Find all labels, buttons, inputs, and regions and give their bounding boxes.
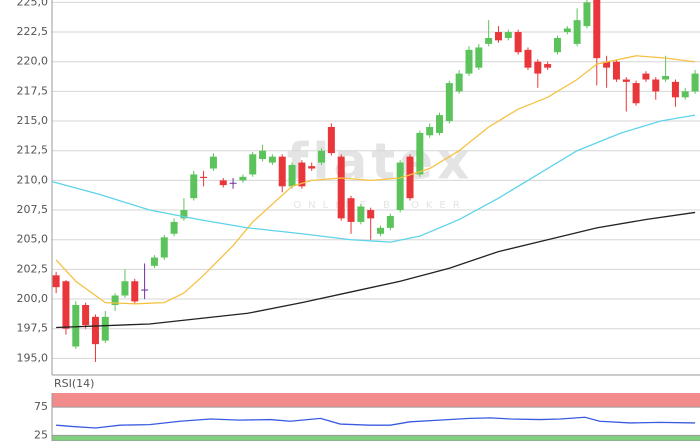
candle-body (681, 91, 689, 98)
candle-body (308, 166, 316, 169)
candle-body (426, 126, 434, 136)
candle-body (436, 115, 444, 133)
y-tick-label: 25 (34, 428, 48, 441)
candle-body (642, 73, 650, 80)
candle-body (583, 2, 591, 27)
band (52, 435, 700, 441)
y-tick-label: 225,0 (17, 0, 49, 8)
moving-average (56, 211, 696, 329)
candle-body (573, 20, 581, 44)
candle-body (632, 83, 640, 104)
candle-body (150, 257, 158, 266)
candle-body (357, 206, 365, 222)
candle-body (662, 75, 670, 80)
candle-body (553, 37, 561, 53)
candle-body (337, 156, 345, 219)
candle-body (219, 180, 227, 186)
moving-average (55, 55, 696, 305)
candle-body (72, 304, 80, 347)
candle-body (406, 156, 414, 199)
candle-body (101, 316, 109, 341)
y-tick-label: 217,5 (17, 84, 49, 97)
candle-body (160, 237, 168, 258)
candle-body (82, 304, 90, 326)
candle-body (268, 156, 276, 163)
y-tick-label: 195,0 (17, 351, 49, 364)
candle-body (396, 162, 404, 211)
candle-body (278, 156, 286, 187)
watermark: flatex (287, 133, 474, 191)
y-tick-label: 202,5 (17, 262, 49, 275)
candle-body (622, 79, 630, 82)
y-tick-label: 205,0 (17, 233, 49, 246)
candle-body (91, 316, 99, 345)
y-tick-label: 215,0 (17, 114, 49, 127)
candle-body (180, 210, 188, 219)
y-tick-label: 207,5 (17, 203, 49, 216)
candle-body (209, 156, 217, 169)
candle-body (465, 49, 473, 74)
candle-body (131, 281, 139, 302)
candle-body (200, 176, 208, 179)
candle-body (347, 198, 355, 222)
candle-body (288, 164, 296, 187)
candle-body (603, 61, 611, 68)
y-tick-label: 75 (34, 400, 48, 413)
candle-body (327, 126, 335, 154)
candle-body (524, 49, 532, 68)
candle-body (141, 289, 149, 291)
candle-body (652, 79, 660, 92)
y-tick-label: 210,0 (17, 173, 49, 186)
rsi-line (56, 416, 696, 429)
moving-average (52, 114, 696, 243)
candle-body (229, 182, 237, 184)
candle-body (416, 132, 424, 175)
rsi-title: RSI(14) (54, 377, 94, 390)
candle-body (121, 281, 129, 296)
y-tick-label: 222,5 (17, 25, 49, 38)
candle-body (318, 150, 326, 163)
candle-body (445, 83, 453, 122)
candle-body (455, 73, 463, 92)
candle-body (563, 28, 571, 33)
candle-body (504, 32, 512, 38)
candle-body (475, 47, 483, 68)
candle-body (367, 210, 375, 219)
candle-body (514, 32, 522, 53)
candle-body (386, 215, 394, 228)
candle-body (494, 32, 502, 41)
candle-body (52, 275, 60, 288)
candle-body (612, 61, 620, 80)
band (52, 393, 700, 408)
y-tick-label: 220,0 (17, 55, 49, 68)
candle-body (190, 174, 198, 199)
candle-body (485, 37, 493, 44)
candle-body (239, 176, 247, 181)
candle-body (62, 281, 70, 329)
candle-body (259, 150, 267, 160)
candle-body (534, 61, 542, 74)
candle-body (593, 0, 601, 59)
candle-body (249, 154, 257, 175)
candle-body (691, 73, 699, 92)
candle-body (170, 221, 178, 234)
watermark-subtitle: ONLINE BROKER (293, 200, 466, 211)
candle-body (298, 162, 306, 187)
candle-body (111, 295, 119, 305)
candle-body (671, 81, 679, 98)
candle-body (544, 64, 552, 68)
y-tick-label: 197,5 (17, 322, 49, 335)
y-tick-label: 212,5 (17, 144, 49, 157)
candle-body (377, 227, 385, 234)
y-tick-label: 200,0 (17, 292, 49, 305)
